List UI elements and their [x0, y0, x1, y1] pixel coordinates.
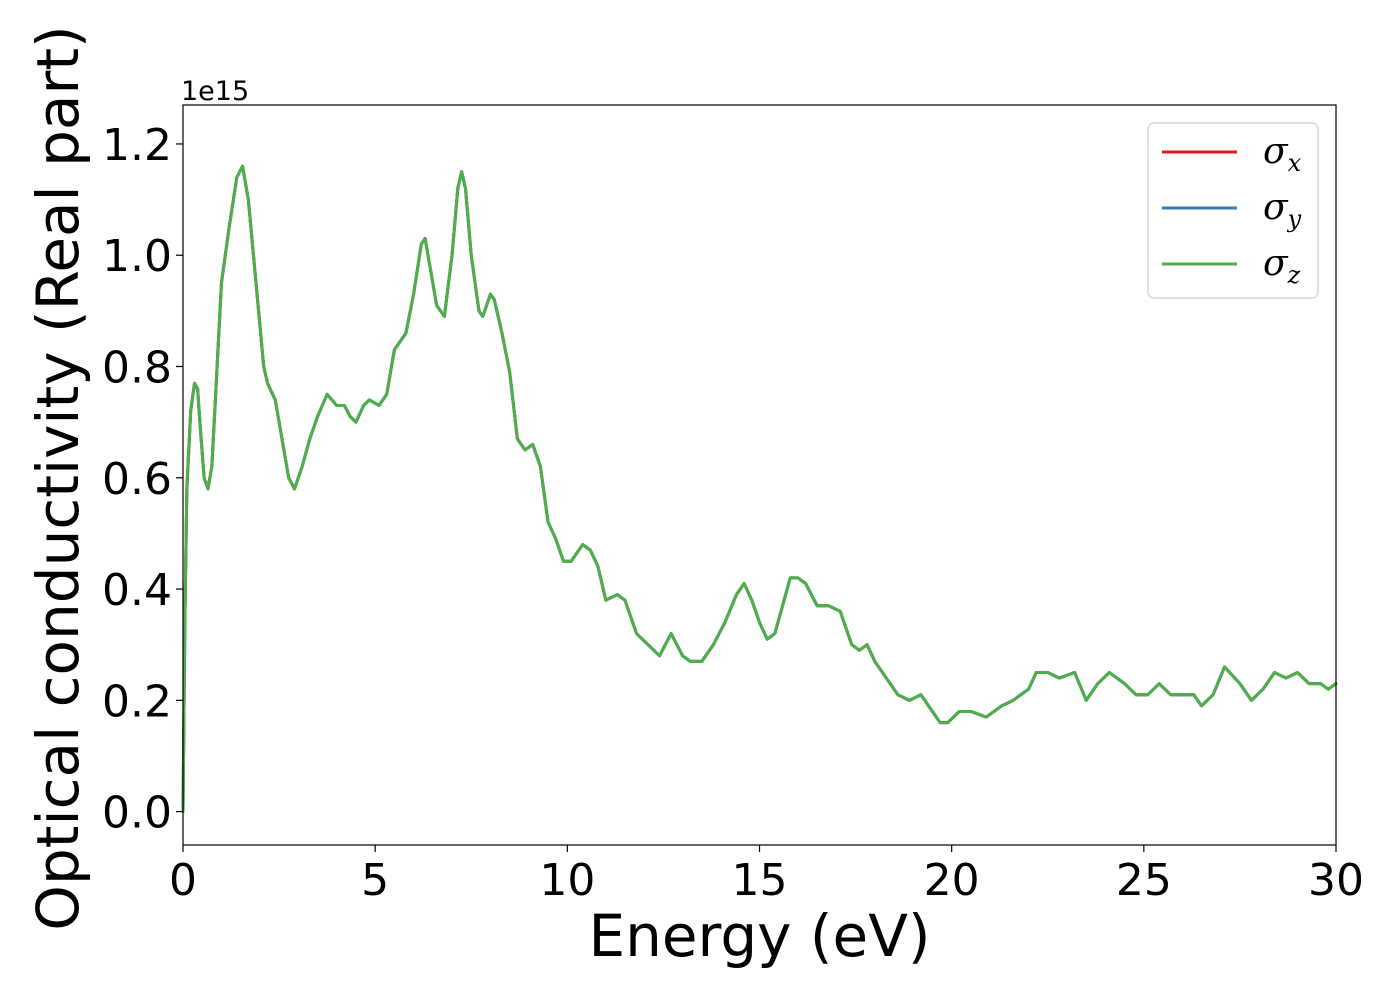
series-line-z — [181, 164, 1338, 814]
y-tick-label: 0.2 — [102, 676, 172, 727]
y-tick-label: 0.0 — [102, 788, 172, 839]
y-axis-label: Optical conductivity (Real part) — [24, 25, 92, 930]
x-tick-label: 10 — [539, 855, 595, 906]
y-tick-label: 0.8 — [102, 343, 172, 394]
x-tick-label: 20 — [924, 855, 980, 906]
y-offset-text: 1e15 — [181, 76, 249, 107]
y-tick-label: 1.0 — [102, 231, 172, 282]
x-tick-label: 25 — [1116, 855, 1172, 906]
x-axis: 0 5 10 15 20 25 30 — [169, 845, 1364, 906]
x-tick-label: 5 — [361, 855, 389, 906]
x-tick-label: 15 — [732, 855, 788, 906]
x-tick-label: 0 — [169, 855, 197, 906]
series-layer — [181, 164, 1338, 814]
y-tick-label: 1.2 — [102, 120, 172, 171]
x-tick-label: 30 — [1308, 855, 1364, 906]
legend-box — [1147, 122, 1319, 299]
y-tick-label: 0.4 — [102, 565, 172, 616]
y-tick-label: 0.6 — [102, 454, 172, 505]
x-axis-label: Energy (eV) — [588, 902, 930, 970]
y-axis: 0.0 0.2 0.4 0.6 0.8 1.0 1.2 — [102, 120, 183, 839]
